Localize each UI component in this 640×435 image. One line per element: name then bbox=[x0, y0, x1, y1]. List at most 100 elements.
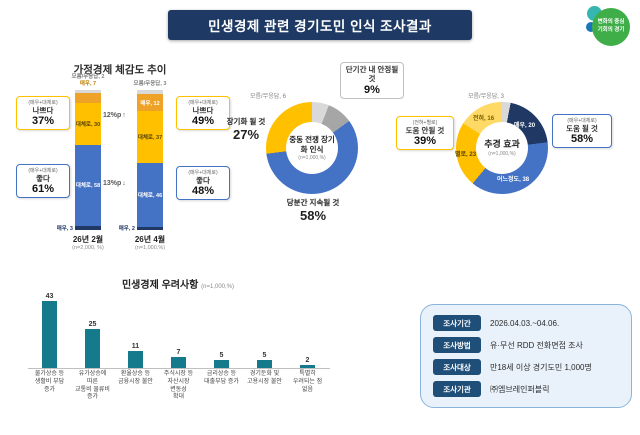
gyeonggi-logo: 변화의 중심 기회의 경기 bbox=[568, 4, 632, 50]
callout-label: 좋다 bbox=[196, 176, 210, 185]
bar-segment: 대체로, 58 bbox=[75, 144, 101, 226]
concern-bar-column: 11 환율상승 등 금융시장 불안 bbox=[114, 288, 157, 402]
callout-value: 58% bbox=[299, 208, 327, 223]
concern-bar bbox=[300, 364, 315, 368]
callout-label: 나쁘다 bbox=[32, 106, 54, 115]
delta-good: 13%p↓ bbox=[103, 180, 126, 187]
war-donut-center: 중동 전쟁 장기화 인식 (n=1,000,%) bbox=[286, 122, 338, 174]
callout-value: 48% bbox=[191, 185, 215, 198]
donut-title: 중동 전쟁 장기화 인식 bbox=[289, 135, 335, 154]
info-row-method: 조사방법 유·무선 RDD 전화면접 조사 bbox=[433, 337, 619, 353]
callout-label: 나쁘다 bbox=[192, 106, 214, 115]
bar-category-label: 특별히 우려되는 점 없음 bbox=[292, 371, 323, 393]
bar-outside-label: 모름/무응답, 2 bbox=[71, 74, 105, 81]
x-label-note: (n=1,000,%) bbox=[134, 245, 166, 251]
bar-value-label: 25 bbox=[88, 321, 97, 329]
callout-good-apr: (매우+대체로) 좋다 48% bbox=[176, 166, 230, 201]
concern-bar-column: 43 물가상승 등 생활비 부담 증가 bbox=[28, 288, 71, 402]
callout-help: (매우+대체로) 도움 될 것 58% bbox=[552, 114, 612, 149]
concern-bar bbox=[171, 357, 186, 368]
bar-category-label: 유가상승에 따른 교통비 물류비 증가 bbox=[75, 371, 110, 401]
info-row-target: 조사대상 만18세 이상 경기도민 1,000명 bbox=[433, 359, 619, 375]
up-arrow-icon: ↑ bbox=[122, 112, 126, 119]
logo-text-line2: 기회의 경기 bbox=[597, 27, 625, 33]
callout-label: 당분간 지속될 것 bbox=[286, 198, 340, 207]
bar-category-label: 환율상승 등 금융시장 불안 bbox=[118, 371, 153, 385]
info-row-period: 조사기간 2026.04.03.~04.06. bbox=[433, 315, 619, 331]
info-label-badge: 조사대상 bbox=[433, 359, 481, 375]
bar-segment bbox=[137, 227, 163, 230]
concern-bar-column: 5 금리상승 등 대출부담 증가 bbox=[200, 288, 243, 402]
bar-segment bbox=[137, 90, 163, 95]
bar-value-label: 5 bbox=[219, 352, 224, 360]
callout-label: 장기화 될 것 bbox=[226, 117, 266, 126]
bar-category-label: 주식시장 등 자산시장 변동성 확대 bbox=[163, 371, 194, 401]
callout-prefix: (매우+대체로) bbox=[567, 118, 597, 124]
down-arrow-icon: ↓ bbox=[122, 180, 126, 187]
stacked-bar-group: 대체로, 30 대체로, 58 매우, 3 모름/무응답, 2 매우, 7 bbox=[57, 74, 105, 232]
callout-continue: 당분간 지속될 것 58% bbox=[272, 197, 354, 223]
callout-prefix: (전혀+별로) bbox=[412, 120, 438, 126]
callout-label: 도움 안될 것 bbox=[405, 126, 445, 135]
bar-category-label: 물가상승 등 생활비 부담 증가 bbox=[34, 371, 65, 393]
callout-no-help: (전혀+별로) 도움 안될 것 39% bbox=[396, 116, 454, 151]
callout-value: 49% bbox=[191, 115, 215, 128]
info-value: ㈜엠브레인퍼블릭 bbox=[490, 384, 550, 394]
callout-prolonged: 장기화 될 것 27% bbox=[218, 116, 274, 142]
concern-bar-column: 7 주식시장 등 자산시장 변동성 확대 bbox=[157, 288, 200, 402]
logo-green-circle-icon: 변화의 중심 기회의 경기 bbox=[592, 8, 630, 46]
info-value: 2026.04.03.~04.06. bbox=[490, 318, 560, 328]
donut-subtitle: (n=1,000,%) bbox=[298, 154, 326, 161]
delta-bad: 12%p↑ bbox=[103, 112, 126, 119]
callout-prefix: (매우+대체로) bbox=[188, 170, 218, 176]
bar-outside-label: 매우, 2 bbox=[118, 226, 135, 232]
bar-outside-labels: 모름/무응답, 2 매우, 7 bbox=[72, 74, 105, 88]
info-value: 유·무선 RDD 전화면접 조사 bbox=[490, 340, 583, 350]
callout-good-feb: (매우+대체로) 좋다 61% bbox=[16, 164, 70, 199]
slice-value: 6 bbox=[282, 94, 286, 100]
donut-subtitle: (n=1,000,%) bbox=[488, 151, 516, 158]
concern-bar bbox=[128, 350, 143, 368]
survey-info-box: 조사기간 2026.04.03.~04.06. 조사방법 유·무선 RDD 전화… bbox=[420, 304, 632, 408]
bar-outside-label: 매우, 3 bbox=[56, 226, 73, 232]
household-chart-title: 가정경제 체감도 추이 bbox=[73, 64, 167, 76]
info-label-badge: 조사방법 bbox=[433, 337, 481, 353]
bar-segment bbox=[75, 90, 101, 93]
logo-text-line1: 변화의 중심 bbox=[597, 19, 625, 26]
bar-category-label: 경기둔화 및 고용시장 불안 bbox=[247, 371, 282, 385]
concern-bar-column: 5 경기둔화 및 고용시장 불안 bbox=[243, 288, 286, 402]
x-label-feb: 26년 2월 (n=2,000, %) bbox=[56, 234, 120, 251]
callout-label: 도움 될 것 bbox=[566, 124, 598, 133]
concern-bar-column: 2 특별히 우려되는 점 없음 bbox=[286, 288, 329, 402]
stacked-bar-group: 매우, 12 대체로, 37 대체로, 46 매우, 2 모름/무응답, 3 bbox=[119, 81, 167, 232]
callout-bad-apr: (매우+대체로) 나쁘다 49% bbox=[176, 96, 230, 131]
delta-text: 12%p bbox=[103, 112, 122, 119]
slice-label: 모름/무응답 bbox=[250, 94, 280, 100]
concern-bar bbox=[85, 329, 100, 368]
x-axis-line bbox=[28, 368, 330, 369]
callout-value: 37% bbox=[31, 115, 55, 128]
callout-prefix: (매우+대체로) bbox=[188, 100, 218, 106]
info-row-agency: 조사기관 ㈜엠브레인퍼블릭 bbox=[433, 381, 619, 397]
concerns-chart-title: 민생경제 우려사항 (n=1,000,%) bbox=[48, 276, 308, 291]
callout-value: 27% bbox=[232, 127, 260, 142]
x-label-apr: 26년 4월 (n=1,000,%) bbox=[118, 234, 182, 251]
bar-outside-label: 모름/무응답, 3 bbox=[133, 81, 167, 88]
bar-segment bbox=[75, 92, 101, 103]
bar-value-label: 2 bbox=[305, 356, 310, 364]
delta-text: 13%p bbox=[103, 180, 122, 187]
callout-value: 61% bbox=[31, 183, 55, 196]
callout-prefix: (매우+대체로) bbox=[28, 168, 58, 174]
bar-value-label: 5 bbox=[262, 352, 267, 360]
callout-short-term: 단기간 내 안정될 것 9% bbox=[340, 62, 404, 99]
budget-donut-center: 추경 효과 (n=1,000,%) bbox=[476, 122, 528, 174]
callout-bad-feb: (매우+대체로) 나쁘다 37% bbox=[16, 96, 70, 131]
household-stacked-bars: 대체로, 30 대체로, 58 매우, 3 모름/무응답, 2 매우, 7 매우, 12 대… bbox=[57, 74, 167, 232]
bar-segment: 대체로, 46 bbox=[137, 162, 163, 228]
logo-blue-circle-icon bbox=[586, 22, 596, 32]
info-label-badge: 조사기간 bbox=[433, 315, 481, 331]
slice-label-somewhat: 어느정도, 38 bbox=[497, 177, 530, 183]
info-label-badge: 조사기관 bbox=[433, 381, 481, 397]
callout-value: 9% bbox=[364, 83, 380, 96]
